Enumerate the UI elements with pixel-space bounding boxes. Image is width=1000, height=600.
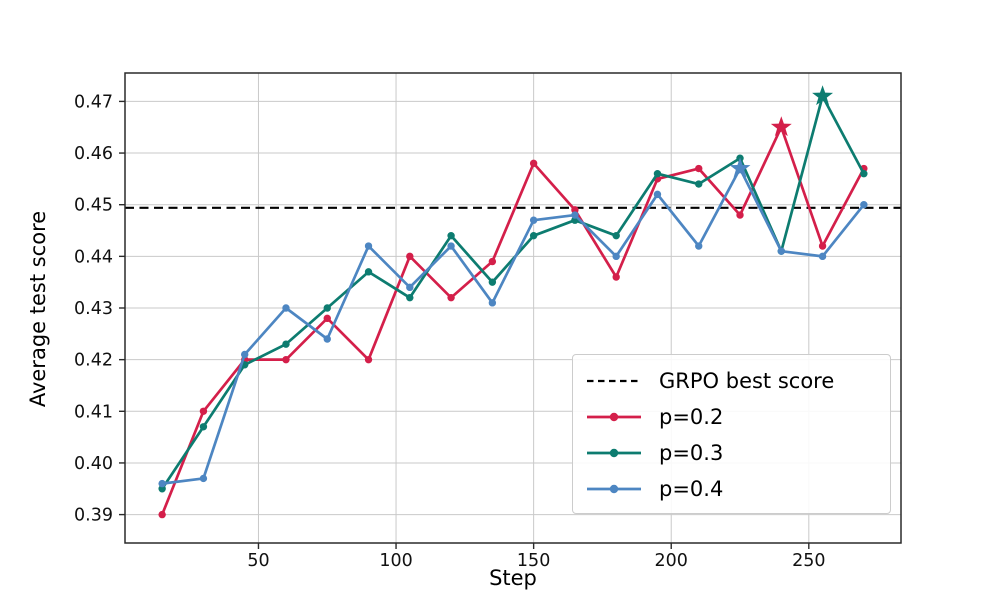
tick-label-y: 0.41	[74, 402, 113, 422]
data-point-p=0.4	[241, 350, 249, 359]
data-point-p=0.2	[736, 211, 744, 219]
x-axis-label: Step	[489, 566, 537, 590]
data-point-p=0.4	[818, 252, 827, 261]
data-point-p=0.2	[447, 293, 455, 302]
data-point-p=0.2	[818, 242, 827, 250]
data-point-p=0.2	[364, 355, 373, 364]
best-score-star-p=0.3	[812, 85, 834, 106]
data-point-p=0.3	[199, 423, 208, 431]
legend-item-p-0.4: p=0.4	[585, 471, 880, 507]
chart-legend: GRPO best score p=0.2 p=0.3 p=0.4	[572, 354, 891, 514]
data-point-p=0.4	[860, 201, 868, 209]
data-point-p=0.4	[199, 474, 208, 483]
data-point-p=0.2	[282, 355, 290, 364]
legend-item-p-0.3: p=0.3	[585, 435, 880, 471]
data-point-p=0.2	[571, 206, 579, 214]
tick-label-y: 0.42	[74, 351, 113, 371]
legend-label: GRPO best score	[659, 369, 835, 393]
legend-sample-icon	[587, 379, 641, 383]
data-point-p=0.2	[529, 159, 538, 168]
data-point-p=0.3	[653, 170, 662, 178]
tick-label-x: 150	[517, 551, 550, 571]
data-point-p=0.3	[282, 340, 290, 348]
data-point-p=0.4	[612, 252, 620, 261]
data-point-p=0.2	[488, 257, 497, 266]
data-point-p=0.2	[323, 314, 331, 323]
best-score-star-p=0.2	[770, 116, 792, 137]
data-point-p=0.3	[860, 170, 868, 178]
data-point-p=0.3	[488, 278, 497, 286]
legend-label: p=0.3	[659, 441, 724, 465]
tick-label-x: 50	[247, 551, 269, 571]
data-point-p=0.2	[695, 164, 703, 173]
tick-label-y: 0.39	[74, 506, 113, 526]
data-point-p=0.4	[323, 335, 331, 343]
tick-label-x: 100	[379, 551, 412, 571]
data-point-p=0.4	[364, 242, 373, 250]
best-score-star-p=0.4	[729, 157, 751, 178]
tick-label-y: 0.46	[74, 144, 113, 164]
data-point-p=0.2	[199, 407, 208, 415]
data-point-p=0.3	[323, 304, 331, 312]
data-point-p=0.2	[612, 273, 620, 281]
legend-item-p-0.2: p=0.2	[585, 399, 880, 435]
y-axis-label: Average test score	[26, 210, 50, 408]
data-point-p=0.2	[406, 252, 414, 261]
data-point-p=0.3	[612, 231, 620, 240]
data-point-p=0.4	[158, 479, 166, 488]
series-line-p=0.2	[160, 125, 866, 516]
data-point-p=0.3	[447, 231, 455, 240]
legend-item-grpo-best-score: GRPO best score	[585, 363, 880, 399]
legend-label: p=0.2	[659, 405, 724, 429]
legend-label: p=0.4	[659, 477, 724, 501]
data-point-p=0.4	[653, 190, 662, 199]
data-point-p=0.4	[282, 304, 290, 312]
data-point-p=0.3	[695, 180, 703, 188]
tick-label-y: 0.40	[74, 454, 113, 474]
data-point-p=0.3	[406, 293, 414, 302]
tick-label-y: 0.43	[74, 299, 113, 319]
legend-sample-icon	[587, 412, 641, 422]
data-point-p=0.4	[695, 242, 703, 250]
tick-label-y: 0.44	[74, 247, 113, 267]
data-point-p=0.4	[406, 283, 414, 292]
data-point-p=0.4	[777, 247, 785, 255]
series-line-p=0.4	[160, 167, 866, 485]
legend-sample-icon	[587, 448, 641, 458]
data-point-p=0.3	[364, 268, 373, 276]
tick-label-y: 0.45	[74, 196, 113, 216]
data-point-p=0.3	[529, 231, 538, 240]
data-point-p=0.4	[488, 299, 497, 307]
data-point-p=0.4	[447, 242, 455, 250]
tick-label-y: 0.47	[74, 92, 113, 112]
data-point-p=0.3	[158, 485, 166, 493]
tick-label-x: 200	[655, 551, 688, 571]
data-point-p=0.4	[571, 211, 579, 219]
data-point-p=0.4	[529, 216, 538, 224]
tick-label-x: 250	[792, 551, 825, 571]
legend-sample-icon	[587, 484, 641, 494]
data-point-p=0.2	[158, 510, 166, 519]
